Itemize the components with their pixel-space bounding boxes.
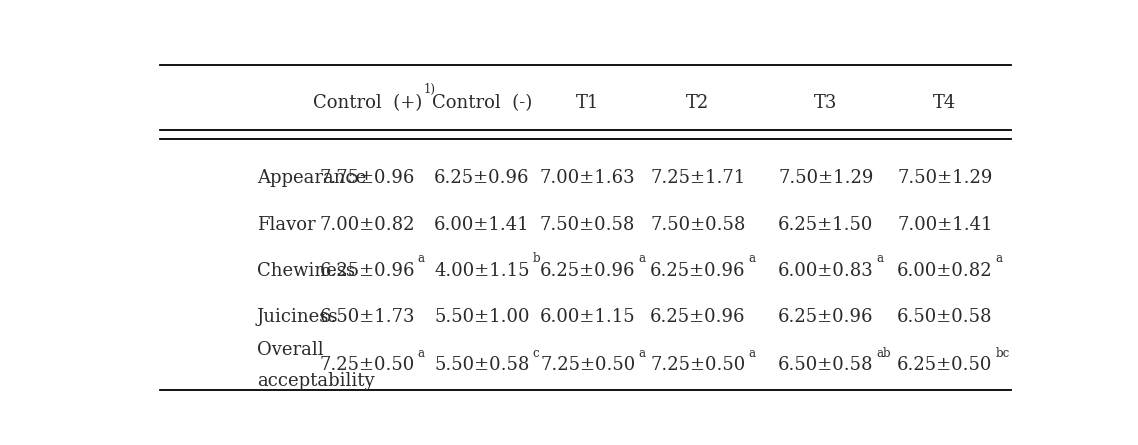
Text: ab: ab <box>876 347 891 360</box>
Text: a: a <box>418 347 424 360</box>
Text: 6.25±0.96: 6.25±0.96 <box>539 262 635 280</box>
Text: 6.25±0.96: 6.25±0.96 <box>320 262 415 280</box>
Text: 1): 1) <box>423 83 436 96</box>
Text: b: b <box>533 252 539 266</box>
Text: 7.00±1.41: 7.00±1.41 <box>897 216 992 234</box>
Text: 7.75±0.96: 7.75±0.96 <box>320 170 415 187</box>
Text: 6.00±1.41: 6.00±1.41 <box>434 216 529 234</box>
Text: 7.50±0.58: 7.50±0.58 <box>539 216 635 234</box>
Text: acceptability: acceptability <box>257 372 374 390</box>
Text: 5.50±0.58: 5.50±0.58 <box>434 356 529 374</box>
Text: T1: T1 <box>576 94 600 112</box>
Text: 6.50±0.58: 6.50±0.58 <box>897 308 992 326</box>
Text: Control  (+): Control (+) <box>313 94 422 112</box>
Text: T3: T3 <box>814 94 838 112</box>
Text: 6.25±0.50: 6.25±0.50 <box>897 356 992 374</box>
Text: 6.25±0.96: 6.25±0.96 <box>650 262 745 280</box>
Text: 4.00±1.15: 4.00±1.15 <box>434 262 529 280</box>
Text: bc: bc <box>995 347 1009 360</box>
Text: 7.25±1.71: 7.25±1.71 <box>650 170 745 187</box>
Text: T2: T2 <box>686 94 709 112</box>
Text: 7.50±1.29: 7.50±1.29 <box>778 170 874 187</box>
Text: 7.00±0.82: 7.00±0.82 <box>320 216 415 234</box>
Text: 7.25±0.50: 7.25±0.50 <box>320 356 414 374</box>
Text: 6.00±0.82: 6.00±0.82 <box>897 262 992 280</box>
Text: Flavor: Flavor <box>257 216 315 234</box>
Text: Appearance: Appearance <box>257 170 366 187</box>
Text: 6.50±1.73: 6.50±1.73 <box>320 308 415 326</box>
Text: a: a <box>996 252 1003 266</box>
Text: Juiciness: Juiciness <box>257 308 338 326</box>
Text: T4: T4 <box>933 94 956 112</box>
Text: 7.25±0.50: 7.25±0.50 <box>650 356 745 374</box>
Text: a: a <box>876 252 883 266</box>
Text: 7.50±1.29: 7.50±1.29 <box>897 170 992 187</box>
Text: 5.50±1.00: 5.50±1.00 <box>434 308 529 326</box>
Text: a: a <box>638 347 645 360</box>
Text: 6.25±0.96: 6.25±0.96 <box>434 170 529 187</box>
Text: a: a <box>418 252 424 266</box>
Text: 6.00±0.83: 6.00±0.83 <box>778 262 874 280</box>
Text: 7.00±1.63: 7.00±1.63 <box>539 170 635 187</box>
Text: 7.50±0.58: 7.50±0.58 <box>650 216 745 234</box>
Text: c: c <box>533 347 538 360</box>
Text: a: a <box>748 347 756 360</box>
Text: Overall: Overall <box>257 341 323 359</box>
Text: 6.25±0.96: 6.25±0.96 <box>650 308 745 326</box>
Text: 6.50±0.58: 6.50±0.58 <box>778 356 874 374</box>
Text: 6.25±0.96: 6.25±0.96 <box>778 308 874 326</box>
Text: a: a <box>749 252 756 266</box>
Text: 6.00±1.15: 6.00±1.15 <box>539 308 635 326</box>
Text: 7.25±0.50: 7.25±0.50 <box>541 356 635 374</box>
Text: 6.25±1.50: 6.25±1.50 <box>778 216 874 234</box>
Text: Chewiness: Chewiness <box>257 262 355 280</box>
Text: Control  (-): Control (-) <box>431 94 531 112</box>
Text: a: a <box>638 252 645 266</box>
